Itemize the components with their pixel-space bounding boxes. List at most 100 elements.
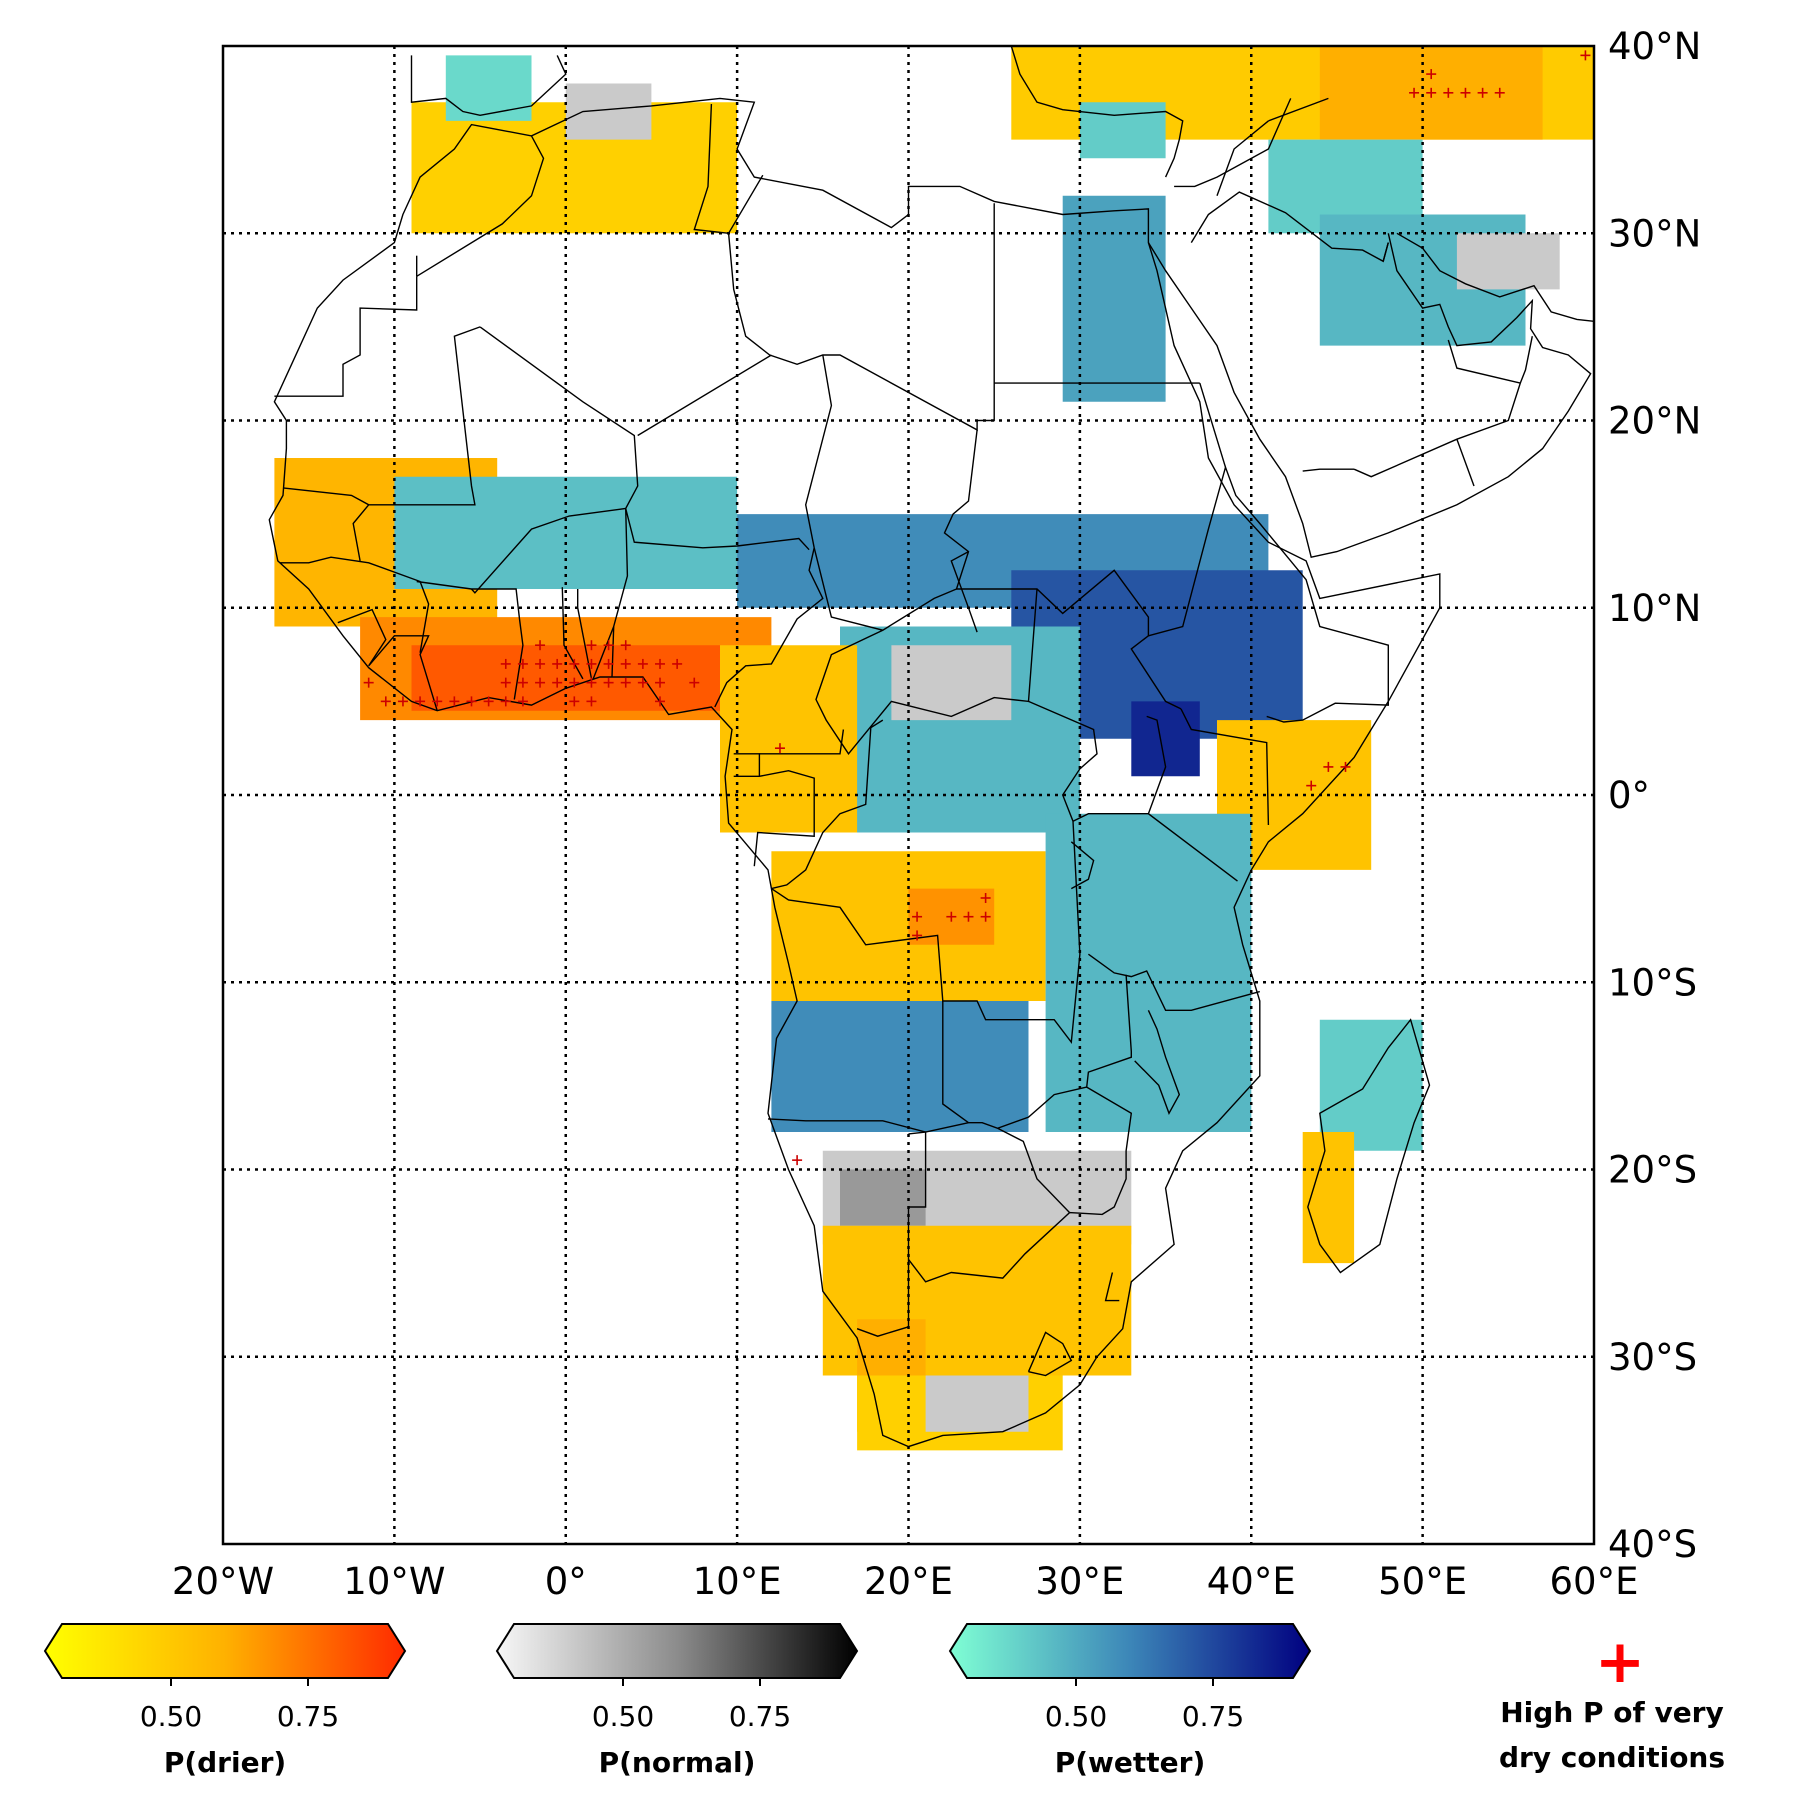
country-border	[561, 587, 584, 680]
very-dry-marker	[980, 911, 991, 922]
country-border	[274, 276, 418, 397]
very-dry-legend: + High P of very dry conditions	[1499, 1627, 1725, 1774]
very-dry-marker	[586, 696, 597, 707]
country-border	[1070, 841, 1095, 890]
country-border	[1268, 97, 1329, 122]
colorbar-wetter-title: P(wetter)	[1055, 1746, 1206, 1779]
very-dry-marker	[500, 696, 511, 707]
very-dry-marker	[500, 677, 511, 688]
colorbar-normal: 0.50 0.75 P(normal)	[495, 1623, 859, 1779]
madagascar-coastline	[1307, 1018, 1431, 1274]
very-dry-legend-line1: High P of very	[1500, 1696, 1724, 1729]
very-dry-marker	[1460, 87, 1471, 98]
very-dry-marker	[620, 640, 631, 651]
very-dry-marker	[397, 696, 408, 707]
country-border	[771, 700, 1098, 1045]
country-border	[416, 135, 545, 277]
very-dry-marker	[466, 696, 477, 707]
colorbar-wetter-bar	[948, 1623, 1312, 1679]
very-dry-marker	[1426, 87, 1437, 98]
very-dry-marker	[517, 677, 528, 688]
country-border	[956, 569, 1182, 710]
lat-tick-label: 20°S	[1608, 1149, 1697, 1192]
very-dry-marker	[552, 677, 563, 688]
longitude-tick-labels: 20°W 10°W 0° 10°E 20°E 30°E 40°E 50°E 60°E	[172, 1560, 1639, 1603]
country-border	[1148, 465, 1389, 723]
lon-tick-label: 0°	[545, 1560, 587, 1603]
very-dry-marker	[603, 640, 614, 651]
latitude-tick-labels: 40°N 30°N 20°N 10°N 0° 10°S 20°S 30°S 40°S	[1608, 25, 1701, 1566]
colorbar-normal-bar	[495, 1623, 859, 1679]
country-border	[416, 580, 472, 590]
colorbar-drier-tick-075: 0.75	[277, 1700, 339, 1733]
very-dry-marker	[1443, 87, 1454, 98]
very-dry-marker	[432, 696, 443, 707]
very-dry-marker	[603, 677, 614, 688]
country-border	[804, 354, 978, 631]
colorbar-wetter-tick-050: 0.50	[1045, 1700, 1107, 1733]
very-dry-legend-line2: dry conditions	[1499, 1741, 1725, 1774]
country-border	[815, 588, 1038, 755]
country-border	[592, 626, 615, 680]
country-border	[282, 326, 481, 506]
country-border	[1447, 339, 1521, 384]
country-border	[856, 1131, 927, 1337]
very-dry-marker	[500, 658, 511, 669]
country-border	[1104, 1272, 1120, 1302]
region-wetter-15	[1011, 570, 1303, 739]
lat-tick-label: 40°N	[1608, 25, 1701, 68]
very-dry-marker	[380, 696, 391, 707]
country-border	[997, 1127, 1071, 1214]
lon-tick-label: 20°E	[864, 1560, 953, 1603]
colorbar-drier-title: P(drier)	[164, 1746, 286, 1779]
lat-tick-label: 0°	[1608, 774, 1650, 817]
very-dry-marker	[603, 658, 614, 669]
very-dry-marker	[517, 696, 528, 707]
region-wetter-1	[445, 55, 532, 121]
region-normal-28	[840, 1169, 926, 1226]
very-dry-marker	[655, 677, 666, 688]
map-frame	[221, 44, 1596, 1546]
lat-tick-label: 10°S	[1608, 961, 1697, 1004]
country-border	[1180, 708, 1270, 826]
very-dry-marker	[535, 658, 546, 669]
very-dry-marker	[586, 677, 597, 688]
colorbar-drier: 0.50 0.75 P(drier)	[43, 1623, 407, 1779]
lon-tick-label: 60°E	[1550, 1560, 1639, 1603]
country-border	[1199, 382, 1227, 468]
colorbar-drier-bar	[43, 1623, 407, 1679]
arabia-coastline	[1147, 233, 1592, 559]
country-border	[1087, 953, 1260, 1011]
lat-tick-label: 40°S	[1608, 1523, 1697, 1566]
country-border	[1456, 438, 1475, 487]
region-wetter-5	[1079, 102, 1166, 159]
lon-tick-label: 20°W	[172, 1560, 274, 1603]
very-dry-marker	[963, 911, 974, 922]
very-dry-marker	[655, 658, 666, 669]
very-dry-marker	[980, 892, 991, 903]
very-dry-marker	[569, 677, 580, 688]
lon-tick-label: 10°E	[693, 1560, 782, 1603]
very-dry-marker	[774, 743, 785, 754]
very-dry-marker	[1580, 50, 1591, 61]
region-drier-0	[411, 102, 738, 234]
colorbar-normal-title: P(normal)	[599, 1746, 756, 1779]
very-dry-marker	[637, 677, 648, 688]
country-border	[368, 635, 438, 711]
very-dry-marker	[655, 696, 666, 707]
country-border	[1190, 191, 1389, 263]
country-border	[714, 547, 824, 708]
country-border	[1027, 1331, 1073, 1377]
region-wetter-6	[1268, 139, 1423, 234]
very-dry-marker	[586, 640, 597, 651]
country-border	[611, 508, 629, 678]
country-border	[907, 1086, 1133, 1283]
country-border	[1174, 98, 1292, 188]
country-border	[1382, 242, 1389, 262]
very-dry-marker	[517, 658, 528, 669]
very-dry-marker	[569, 696, 580, 707]
region-normal-2	[565, 83, 652, 140]
very-dry-marker	[1409, 87, 1420, 98]
very-dry-markers	[363, 50, 1591, 1166]
very-dry-marker	[415, 696, 426, 707]
